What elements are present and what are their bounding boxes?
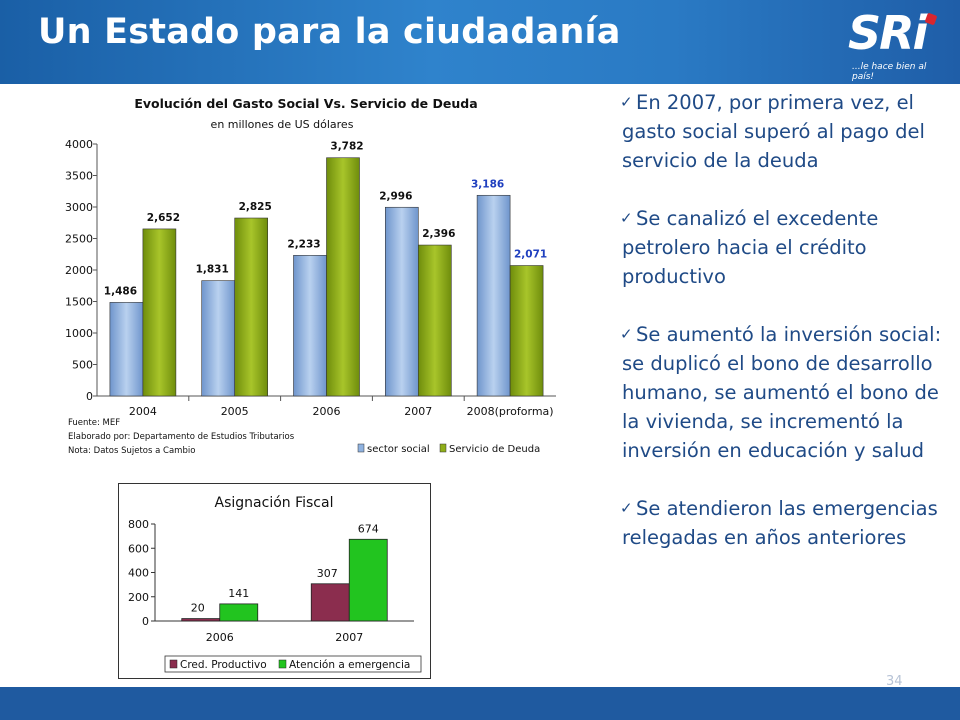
chart-title: Evolución del Gasto Social Vs. Servicio … bbox=[134, 96, 477, 111]
chart-note: Elaborado por: Departamento de Estudios … bbox=[68, 432, 295, 442]
legend-swatch bbox=[278, 659, 287, 669]
checkmark-icon: ✓ bbox=[620, 209, 633, 227]
bar-cred-productivo bbox=[181, 618, 221, 622]
y-tick-label: 0 bbox=[86, 390, 93, 403]
legend-label: sector social bbox=[367, 444, 430, 455]
legend-label: Atención a emergencia bbox=[289, 659, 410, 671]
y-tick-label: 500 bbox=[72, 359, 93, 372]
bar-sector-social bbox=[384, 206, 419, 397]
data-label: 20 bbox=[191, 602, 205, 615]
y-tick-label: 1500 bbox=[65, 296, 93, 309]
data-label: 3,186 bbox=[471, 178, 504, 190]
data-label: 3,782 bbox=[330, 141, 363, 153]
logo-tagline: ...le hace bien al país! bbox=[852, 62, 927, 82]
y-tick-label: 3500 bbox=[65, 170, 93, 183]
bar-servicio-deuda bbox=[509, 265, 544, 397]
legend-swatch bbox=[357, 443, 365, 453]
legend-swatch bbox=[169, 659, 178, 669]
bullet-text: En 2007, por primera vez, el gasto socia… bbox=[622, 91, 925, 172]
bullet-text: Se aumentó la inversión social: se dupli… bbox=[622, 323, 942, 462]
y-tick-label: 4000 bbox=[65, 138, 93, 151]
footer-bar bbox=[0, 687, 960, 720]
data-label: 2,825 bbox=[239, 201, 272, 213]
y-tick-label: 2000 bbox=[65, 264, 93, 277]
legend-box bbox=[164, 655, 422, 673]
bar-servicio-deuda bbox=[142, 228, 177, 397]
checkmark-icon: ✓ bbox=[620, 325, 633, 343]
legend-label: Servicio de Deuda bbox=[449, 444, 540, 455]
y-tick-label: 0 bbox=[142, 615, 149, 628]
y-tick-label: 2500 bbox=[65, 233, 93, 246]
y-tick-label: 1000 bbox=[65, 327, 93, 340]
slide-title: Un Estado para la ciudadanía bbox=[38, 12, 621, 52]
chart-asignacion-fiscal-svg: Asignación Fiscal 0 200 400 600 800 2006 20 141 2… bbox=[128, 495, 422, 673]
bar-servicio-deuda bbox=[234, 217, 268, 397]
bar-sector-social bbox=[201, 280, 235, 397]
bullet-item: ✓ Se aumentó la inversión social: se dupl… bbox=[620, 320, 942, 465]
data-label: 2,652 bbox=[147, 212, 180, 224]
bar-sector-social bbox=[109, 302, 144, 397]
x-tick-label: 2007 bbox=[335, 631, 363, 644]
chart-gasto-social-svg: Evolución del Gasto Social Vs. Servicio … bbox=[65, 96, 556, 456]
bar-cred-productivo bbox=[310, 583, 350, 622]
chart-subtitle: en millones de US dólares bbox=[211, 118, 354, 131]
y-tick-label: 3000 bbox=[65, 201, 93, 214]
bar-atencion-emergencia bbox=[348, 538, 388, 622]
logo-dot-icon bbox=[924, 12, 938, 26]
chart-gasto-social: Evolución del Gasto Social Vs. Servicio … bbox=[52, 88, 560, 470]
y-tick-label: 600 bbox=[128, 542, 149, 555]
bullet-item: ✓ En 2007, por primera vez, el gasto soci… bbox=[620, 88, 942, 175]
y-tick-label: 400 bbox=[128, 567, 149, 580]
y-tick-label: 200 bbox=[128, 591, 149, 604]
x-tick-label: 2005 bbox=[221, 405, 249, 418]
data-label: 1,486 bbox=[104, 285, 137, 297]
bar-servicio-deuda bbox=[417, 244, 452, 397]
legend-swatch bbox=[439, 443, 447, 453]
data-label: 674 bbox=[358, 522, 379, 535]
x-tick-label: 2004 bbox=[129, 405, 157, 418]
logo-text: SRi bbox=[848, 6, 928, 60]
bar-servicio-deuda bbox=[326, 157, 360, 397]
bar-sector-social bbox=[293, 255, 327, 397]
x-tick-label: 2006 bbox=[206, 631, 234, 644]
chart-asignacion-fiscal: Asignación Fiscal 0 200 400 600 800 2006 20 141 2… bbox=[118, 483, 431, 679]
page-number: 34 bbox=[886, 674, 903, 689]
checkmark-icon: ✓ bbox=[620, 499, 633, 517]
bar-sector-social bbox=[476, 194, 511, 397]
chart-note: Fuente: MEF bbox=[68, 418, 120, 428]
data-label: 2,071 bbox=[514, 249, 547, 261]
bullet-list: ✓ En 2007, por primera vez, el gasto soci… bbox=[620, 88, 942, 581]
data-label: 2,996 bbox=[379, 190, 412, 202]
data-label: 2,396 bbox=[422, 228, 455, 240]
checkmark-icon: ✓ bbox=[620, 93, 633, 111]
data-label: 307 bbox=[317, 567, 338, 580]
bullet-item: ✓ Se atendieron las emergencias relegadas… bbox=[620, 494, 942, 552]
bullet-item: ✓ Se canalizó el excedente petrolero haci… bbox=[620, 204, 942, 291]
x-tick-label: 2007 bbox=[404, 405, 432, 418]
title-bar: Un Estado para la ciudadanía SRi ...le h… bbox=[0, 0, 960, 84]
bullet-text: Se atendieron las emergencias relegadas … bbox=[622, 497, 938, 549]
data-label: 1,831 bbox=[196, 264, 229, 276]
legend-label: Cred. Productivo bbox=[180, 659, 267, 671]
x-tick-label: 2006 bbox=[313, 405, 341, 418]
data-label: 141 bbox=[228, 587, 249, 600]
sri-logo: SRi ...le hace bien al país! bbox=[838, 6, 948, 82]
data-label: 2,233 bbox=[287, 238, 320, 250]
y-tick-label: 800 bbox=[128, 518, 149, 531]
bar-atencion-emergencia bbox=[219, 603, 259, 622]
x-tick-label: 2008(proforma) bbox=[467, 405, 554, 418]
bullet-text: Se canalizó el excedente petrolero hacia… bbox=[622, 207, 879, 288]
chart-note: Nota: Datos Sujetos a Cambio bbox=[68, 446, 195, 456]
chart-title: Asignación Fiscal bbox=[215, 495, 334, 511]
